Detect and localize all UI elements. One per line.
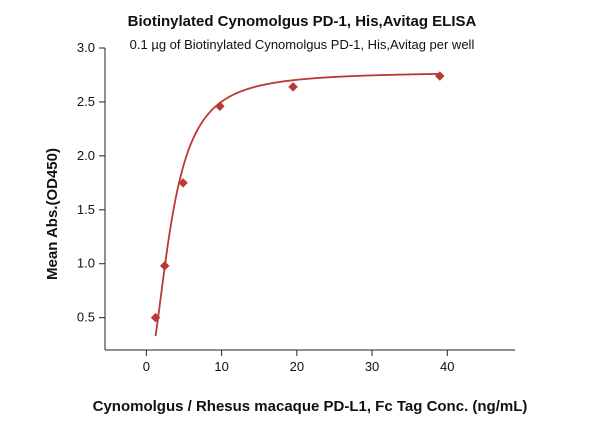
y-tick-label: 2.0 <box>77 148 95 163</box>
data-point-diamond <box>159 261 170 271</box>
y-tick-label: 0.5 <box>77 310 95 325</box>
fit-curve-group <box>154 73 440 337</box>
x-tick-label: 0 <box>143 359 150 374</box>
x-tick-label: 40 <box>440 359 454 374</box>
axes: 0.5 1.0 1.5 2.0 2.5 3.0 0 10 20 30 40 <box>77 40 515 374</box>
x-tick-label: 30 <box>365 359 379 374</box>
y-tick-label: 3.0 <box>77 40 95 55</box>
y-tick-label: 1.0 <box>77 256 95 271</box>
x-axis-label: Cynomolgus / Rhesus macaque PD-L1, Fc Ta… <box>93 398 528 415</box>
x-tick-label: 10 <box>214 359 228 374</box>
x-tick-label: 20 <box>290 359 304 374</box>
y-tick-label: 2.5 <box>77 94 95 109</box>
data-point-diamond <box>178 177 188 188</box>
chart-subtitle: 0.1 µg of Biotinylated Cynomolgus PD-1, … <box>130 37 475 52</box>
data-points <box>150 71 445 323</box>
y-axis-label: Mean Abs.(OD450) <box>44 148 61 280</box>
fit-curve <box>154 73 440 337</box>
data-point-diamond <box>434 71 445 81</box>
data-point-diamond <box>215 101 225 112</box>
data-point-diamond <box>288 81 298 92</box>
chart-title: Biotinylated Cynomolgus PD-1, His,Avitag… <box>128 13 477 30</box>
y-tick-label: 1.5 <box>77 202 95 217</box>
data-point-diamond <box>150 312 161 323</box>
